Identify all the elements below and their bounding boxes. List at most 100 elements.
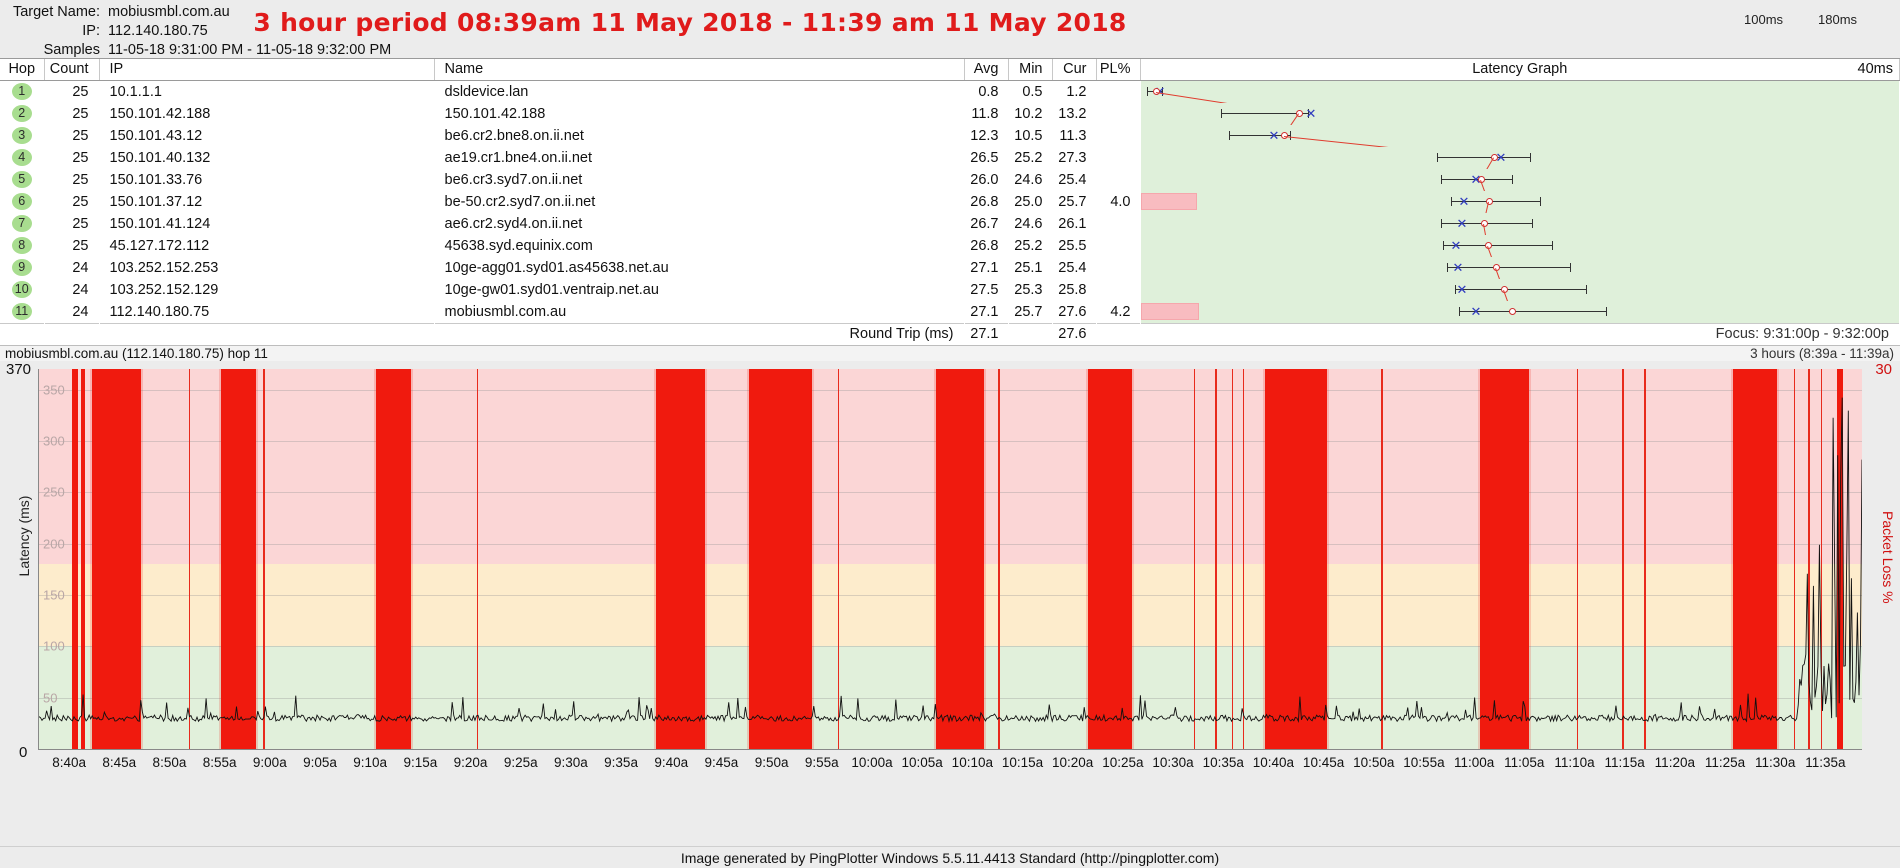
y2-axis-title: Packet Loss % <box>1880 511 1896 604</box>
table-row[interactable]: 10 24 103.252.152.129 10ge-gw01.syd01.ventr… <box>0 278 1900 312</box>
hop-min-cell: 25.0 <box>1014 193 1043 210</box>
x-axis-tick: 11:30a <box>1755 755 1796 770</box>
hop-number-cell: 1 <box>0 80 44 103</box>
gridline-label: 350 <box>43 382 65 398</box>
hop-pl-cell <box>1096 80 1140 103</box>
packet-loss-block <box>748 369 813 749</box>
latency-trace <box>39 397 1862 723</box>
table-row[interactable]: 4 25 150.101.40.132 ae19.cr1.bne4.on.ii.net… <box>0 146 1900 180</box>
hop-number-cell: 5 <box>0 169 44 191</box>
table-row[interactable]: 2 25 150.101.42.188 150.101.42.188 11.8 10.2 1… <box>0 102 1900 136</box>
table-row[interactable]: 3 25 150.101.43.12 be6.cr2.bne8.on.ii.net 12… <box>0 124 1900 159</box>
gridline-label: 150 <box>43 587 65 603</box>
hop-name-cell: be6.cr3.syd7.on.ii.net <box>444 171 583 188</box>
packet-loss-block <box>1242 369 1245 749</box>
col-header-hop[interactable]: Hop <box>0 59 45 81</box>
timeline-chart: mobiusmbl.com.au (112.140.180.75) hop 11… <box>0 345 1900 770</box>
col-header-pl[interactable]: PL% <box>1096 59 1141 81</box>
y-axis-min-label: 0 <box>19 744 28 761</box>
hop-cur-cell: 25.8 <box>1058 281 1087 298</box>
x-axis-tick: 10:10a <box>951 755 993 770</box>
table-row[interactable]: 9 24 103.252.152.253 10ge-agg01.syd01.as456… <box>0 256 1900 290</box>
hop-graph-cell[interactable]: ✕ <box>1140 146 1900 180</box>
hop-pl-cell: 4.0 <box>1110 193 1131 210</box>
hop-graph-cell[interactable]: ✕ <box>1140 124 1900 159</box>
hop-number-cell: 9 <box>0 257 44 279</box>
hop-count-cell: 25 <box>72 215 89 232</box>
table-row[interactable]: 11 24 112.140.180.75 mobiusmbl.com.au 27.1 25… <box>0 300 1900 324</box>
hop-cur-cell: 25.7 <box>1058 193 1087 210</box>
hop-graph-cell[interactable]: ✕ <box>1140 278 1900 312</box>
latency-whisker <box>1450 196 1541 206</box>
average-sample-marker <box>1152 87 1160 95</box>
hop-cur-cell: 27.3 <box>1058 149 1087 166</box>
hop-graph-cell[interactable]: ✕ <box>1140 212 1900 246</box>
current-sample-marker: ✕ <box>1456 281 1468 297</box>
hop-graph-cell[interactable]: ✕ <box>1140 168 1900 202</box>
hop-ip-cell: 150.101.40.132 <box>109 149 211 166</box>
current-sample-marker: ✕ <box>1458 193 1470 209</box>
packet-loss-block <box>1576 369 1579 749</box>
table-row[interactable]: 5 25 150.101.33.76 be6.cr3.syd7.on.ii.net 26… <box>0 168 1900 202</box>
packet-loss-bar <box>1140 192 1197 210</box>
legend-labels: 100ms 180ms <box>1722 12 1892 28</box>
col-header-avg[interactable]: Avg <box>964 59 1009 81</box>
col-header-ip[interactable]: IP <box>99 59 435 81</box>
legend-swatch-green <box>1722 28 1785 39</box>
packet-loss-block <box>188 369 190 749</box>
table-row[interactable]: 8 25 45.127.172.112 45638.syd.equinix.com 26… <box>0 234 1900 268</box>
hop-number-cell: 3 <box>0 125 44 147</box>
hop-graph-cell[interactable]: ✕ <box>1140 102 1900 136</box>
hop-graph-cell[interactable]: ✕ <box>1140 80 1900 115</box>
x-axis-tick: 9:35a <box>604 755 638 770</box>
col-header-name[interactable]: Name <box>434 59 965 81</box>
x-axis-tick: 9:25a <box>503 755 538 770</box>
table-row[interactable]: 6 25 150.101.37.12 be-50.cr2.syd7.on.ii.net… <box>0 190 1900 224</box>
col-header-latency-graph[interactable]: Latency Graph 40ms <box>1140 59 1900 81</box>
x-axis-tick: 8:45a <box>102 755 137 770</box>
hop-graph-cell[interactable]: ✕ <box>1140 300 1900 324</box>
hop-pl-cell <box>1096 257 1140 279</box>
hop-count-cell: 25 <box>72 127 89 144</box>
x-axis-tick: 11:20a <box>1654 755 1695 770</box>
hop-avg-cell: 0.8 <box>978 83 999 100</box>
packet-loss-block <box>1644 369 1646 749</box>
hop-count-cell: 25 <box>72 149 89 166</box>
latency-graph-row: ✕ <box>1140 190 1899 224</box>
latency-plot-area: 370 0 Latency (ms) 30 Packet Loss % 50 10… <box>0 361 1900 770</box>
hop-avg-cell: 12.3 <box>970 127 999 144</box>
packet-loss-block <box>80 369 86 749</box>
table-row[interactable]: 7 25 150.101.41.124 ae6.cr2.syd4.on.ii.net 2… <box>0 212 1900 246</box>
hop-graph-cell[interactable]: ✕ <box>1140 234 1900 268</box>
hop-number-cell: 8 <box>0 235 44 257</box>
legend-swatch-red <box>1842 28 1892 39</box>
timeline-range-label: 3 hours (8:39a - 11:39a) <box>1750 346 1894 361</box>
x-axis-tick: 9:50a <box>754 755 789 770</box>
hop-min-cell: 10.5 <box>1014 127 1043 144</box>
col-header-cur[interactable]: Cur <box>1052 59 1097 81</box>
latency-graph-row: ✕ <box>1140 234 1899 268</box>
legend-swatch-yellow <box>1785 28 1842 39</box>
round-trip-label: Round Trip (ms) <box>434 322 964 345</box>
hop-name-cell: ae6.cr2.syd4.on.ii.net <box>444 215 583 232</box>
x-axis-tick: 9:40a <box>654 755 689 770</box>
footer-credit: Image generated by PingPlotter Windows 5… <box>0 846 1900 868</box>
x-axis-tick: 9:15a <box>403 755 438 770</box>
x-axis-tick: 8:50a <box>152 755 187 770</box>
hop-cur-cell: 25.4 <box>1058 259 1087 276</box>
latency-graph-row: ✕ <box>1140 278 1899 312</box>
hop-avg-cell: 26.8 <box>970 193 999 210</box>
hop-graph-cell[interactable]: ✕ <box>1140 190 1900 224</box>
x-axis-tick: 9:55a <box>804 755 839 770</box>
table-row[interactable]: 1 25 10.1.1.1 dsldevice.lan 0.8 0.5 1.2 ✕ <box>0 80 1900 115</box>
hop-name-cell: mobiusmbl.com.au <box>444 303 567 320</box>
x-axis-tick: 10:45a <box>1302 755 1345 770</box>
col-header-count[interactable]: Count <box>44 59 100 81</box>
plot-canvas[interactable]: 50 100 150 200 250 300 350 <box>38 369 1862 749</box>
x-axis-tick: 10:35a <box>1202 755 1244 770</box>
samples-timed-value: 11-05-18 9:31:00 PM - 11-05-18 9:32:00 P… <box>108 42 392 58</box>
packet-loss-block <box>376 369 412 749</box>
hop-graph-cell[interactable]: ✕ <box>1140 256 1900 290</box>
col-header-min[interactable]: Min <box>1008 59 1053 81</box>
hop-table-header-row: Hop Count IP Name Avg Min Cur PL% Latenc… <box>0 59 1900 81</box>
